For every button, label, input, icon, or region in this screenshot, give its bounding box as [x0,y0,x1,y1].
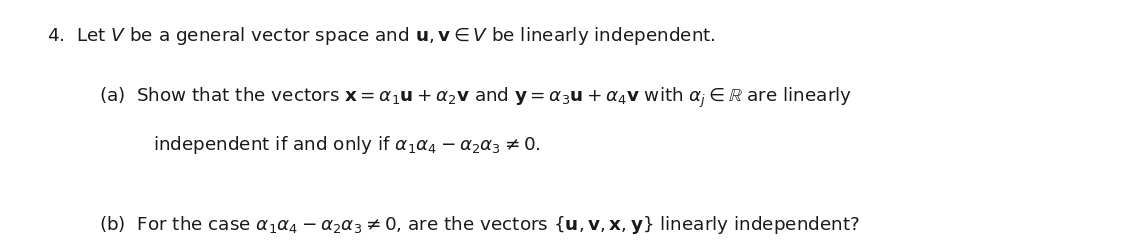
Text: (b)  For the case $\alpha_1\alpha_4 - \alpha_2\alpha_3 \neq 0$, are the vectors : (b) For the case $\alpha_1\alpha_4 - \al… [99,214,860,236]
Text: (a)  Show that the vectors $\mathbf{x} = \alpha_1\mathbf{u}+\alpha_2\mathbf{v}$ : (a) Show that the vectors $\mathbf{x} = … [99,86,852,110]
Text: 4.  Let $V$ be a general vector space and $\mathbf{u}, \mathbf{v} \in V$ be line: 4. Let $V$ be a general vector space and… [47,25,716,47]
Text: independent if and only if $\alpha_1\alpha_4 - \alpha_2\alpha_3 \neq 0$.: independent if and only if $\alpha_1\alp… [153,134,540,156]
